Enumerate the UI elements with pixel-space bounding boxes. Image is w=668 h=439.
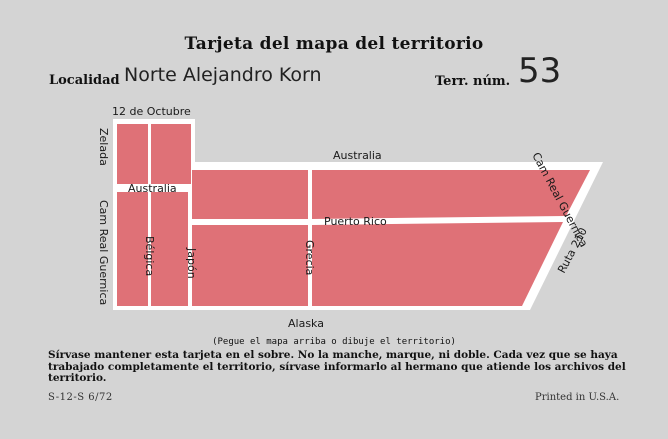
street-label-alaska: Alaska bbox=[288, 317, 324, 330]
street-label-12-de-octubre: 12 de Octubre bbox=[112, 105, 191, 118]
card-title: Tarjeta del mapa del territorio bbox=[184, 34, 484, 54]
street-label-grecia: Grecia bbox=[303, 240, 316, 275]
block-grecia-bottom bbox=[312, 222, 563, 306]
territory-label: Terr. núm. bbox=[435, 74, 511, 89]
printed-in: Printed in U.S.A. bbox=[535, 392, 620, 403]
territory-blocks bbox=[117, 124, 590, 306]
block-japon-bottom bbox=[192, 225, 308, 306]
block-belgica-top bbox=[151, 124, 191, 184]
street-label-puerto-rico: Puerto Rico bbox=[324, 215, 387, 228]
street-label-australia-inner: Australia bbox=[128, 182, 177, 195]
territory-number: 53 bbox=[518, 51, 562, 91]
map-caption: (Pegue el mapa arriba o dibuje el territ… bbox=[212, 337, 456, 347]
instructions-text: Sírvase mantener esta tarjeta en el sobr… bbox=[48, 349, 626, 384]
street-label-cam-real-left: Cam Real Guernica bbox=[97, 200, 110, 305]
locality-label: Localidad bbox=[49, 73, 120, 88]
block-zelada-top bbox=[117, 124, 148, 184]
block-japon-top bbox=[192, 170, 308, 219]
block-zelada-bottom bbox=[117, 192, 148, 306]
locality-value: Norte Alejandro Korn bbox=[124, 64, 322, 86]
block-belgica-bottom bbox=[151, 192, 188, 306]
form-code: S-12-S 6/72 bbox=[48, 392, 113, 403]
street-label-belgica: Bélgica bbox=[143, 236, 156, 276]
street-label-australia-top: Australia bbox=[333, 149, 382, 162]
street-label-zelada: Zelada bbox=[97, 128, 110, 166]
block-grecia-top bbox=[312, 170, 590, 219]
street-label-japon: Japón bbox=[185, 247, 198, 279]
